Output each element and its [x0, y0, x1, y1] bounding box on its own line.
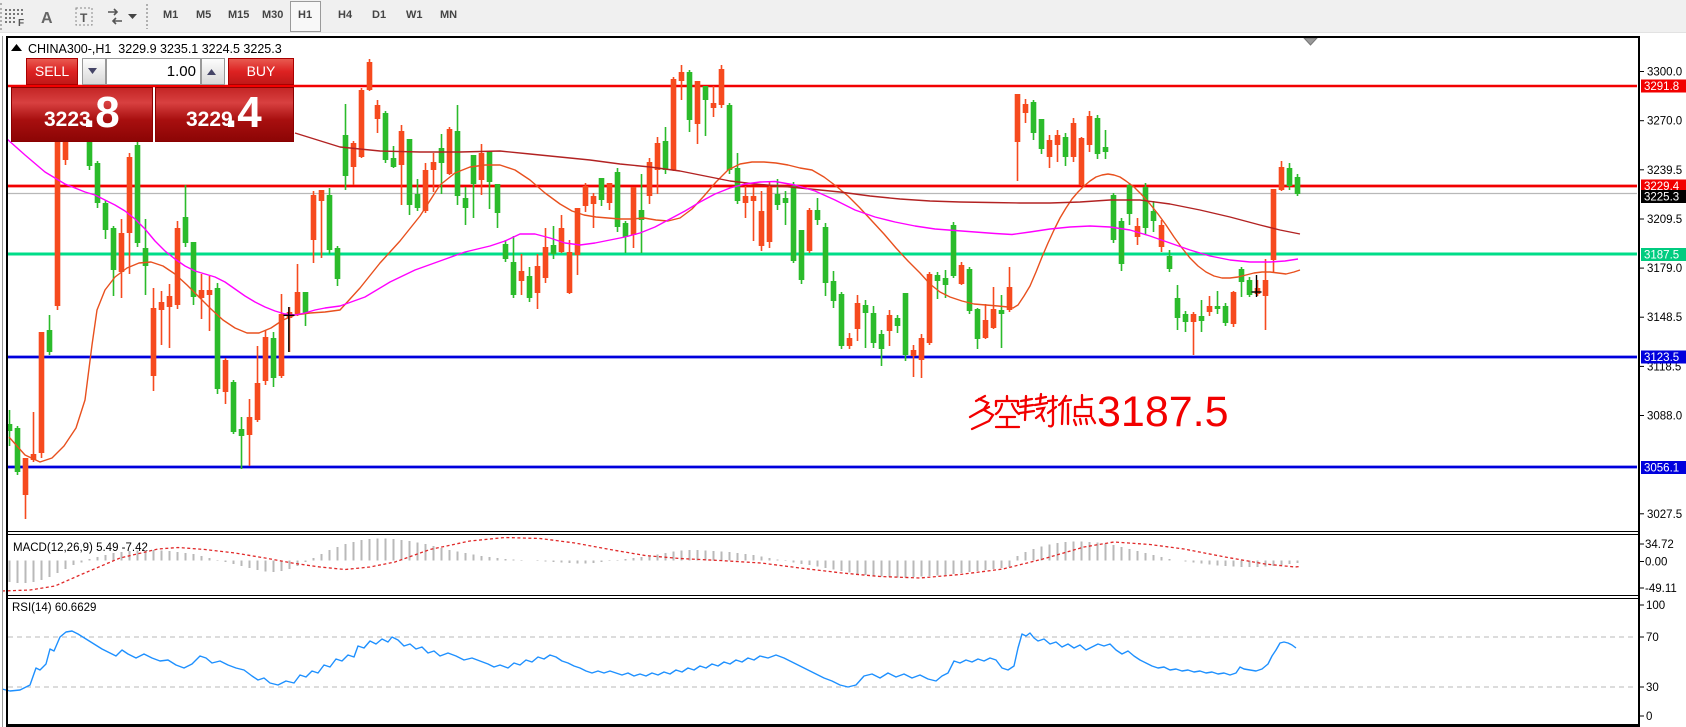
svg-text:100: 100	[1646, 600, 1665, 612]
svg-text:3027.5: 3027.5	[1647, 509, 1682, 521]
svg-text:3270.0: 3270.0	[1647, 116, 1682, 128]
svg-text:3209.5: 3209.5	[1647, 214, 1682, 226]
svg-text:RSI(14) 60.6629: RSI(14) 60.6629	[12, 602, 96, 614]
svg-text:3291.8: 3291.8	[1644, 81, 1679, 93]
svg-text:3056.1: 3056.1	[1644, 463, 1679, 475]
svg-text:CHINA300-,H1 3229.9 3235.1 32: CHINA300-,H1 3229.9 3235.1 3224.5 3225.3	[28, 42, 282, 56]
svg-text:3239.5: 3239.5	[1647, 165, 1682, 177]
svg-text:3179.0: 3179.0	[1647, 263, 1682, 275]
svg-text:3088.0: 3088.0	[1647, 411, 1682, 423]
svg-text:3187.5: 3187.5	[1644, 250, 1679, 262]
svg-text:3148.5: 3148.5	[1647, 312, 1682, 324]
svg-text:3187.5: 3187.5	[1097, 388, 1229, 436]
svg-text:34.72: 34.72	[1645, 539, 1674, 551]
svg-text:3123.5: 3123.5	[1644, 352, 1679, 364]
svg-text:-49.11: -49.11	[1645, 583, 1677, 595]
svg-text:F: F	[18, 18, 24, 29]
svg-text:3225.3: 3225.3	[1644, 192, 1679, 204]
svg-text:0: 0	[1646, 711, 1652, 723]
svg-text:0.00: 0.00	[1645, 557, 1667, 569]
svg-text:T: T	[80, 11, 88, 25]
svg-text:70: 70	[1646, 632, 1659, 644]
svg-text:3118.5: 3118.5	[1647, 361, 1681, 373]
svg-text:A: A	[41, 10, 53, 27]
svg-text:30: 30	[1646, 682, 1659, 694]
svg-text:3300.0: 3300.0	[1647, 67, 1682, 79]
svg-text:MACD(12,26,9) 5.49 -7.42: MACD(12,26,9) 5.49 -7.42	[13, 542, 148, 554]
